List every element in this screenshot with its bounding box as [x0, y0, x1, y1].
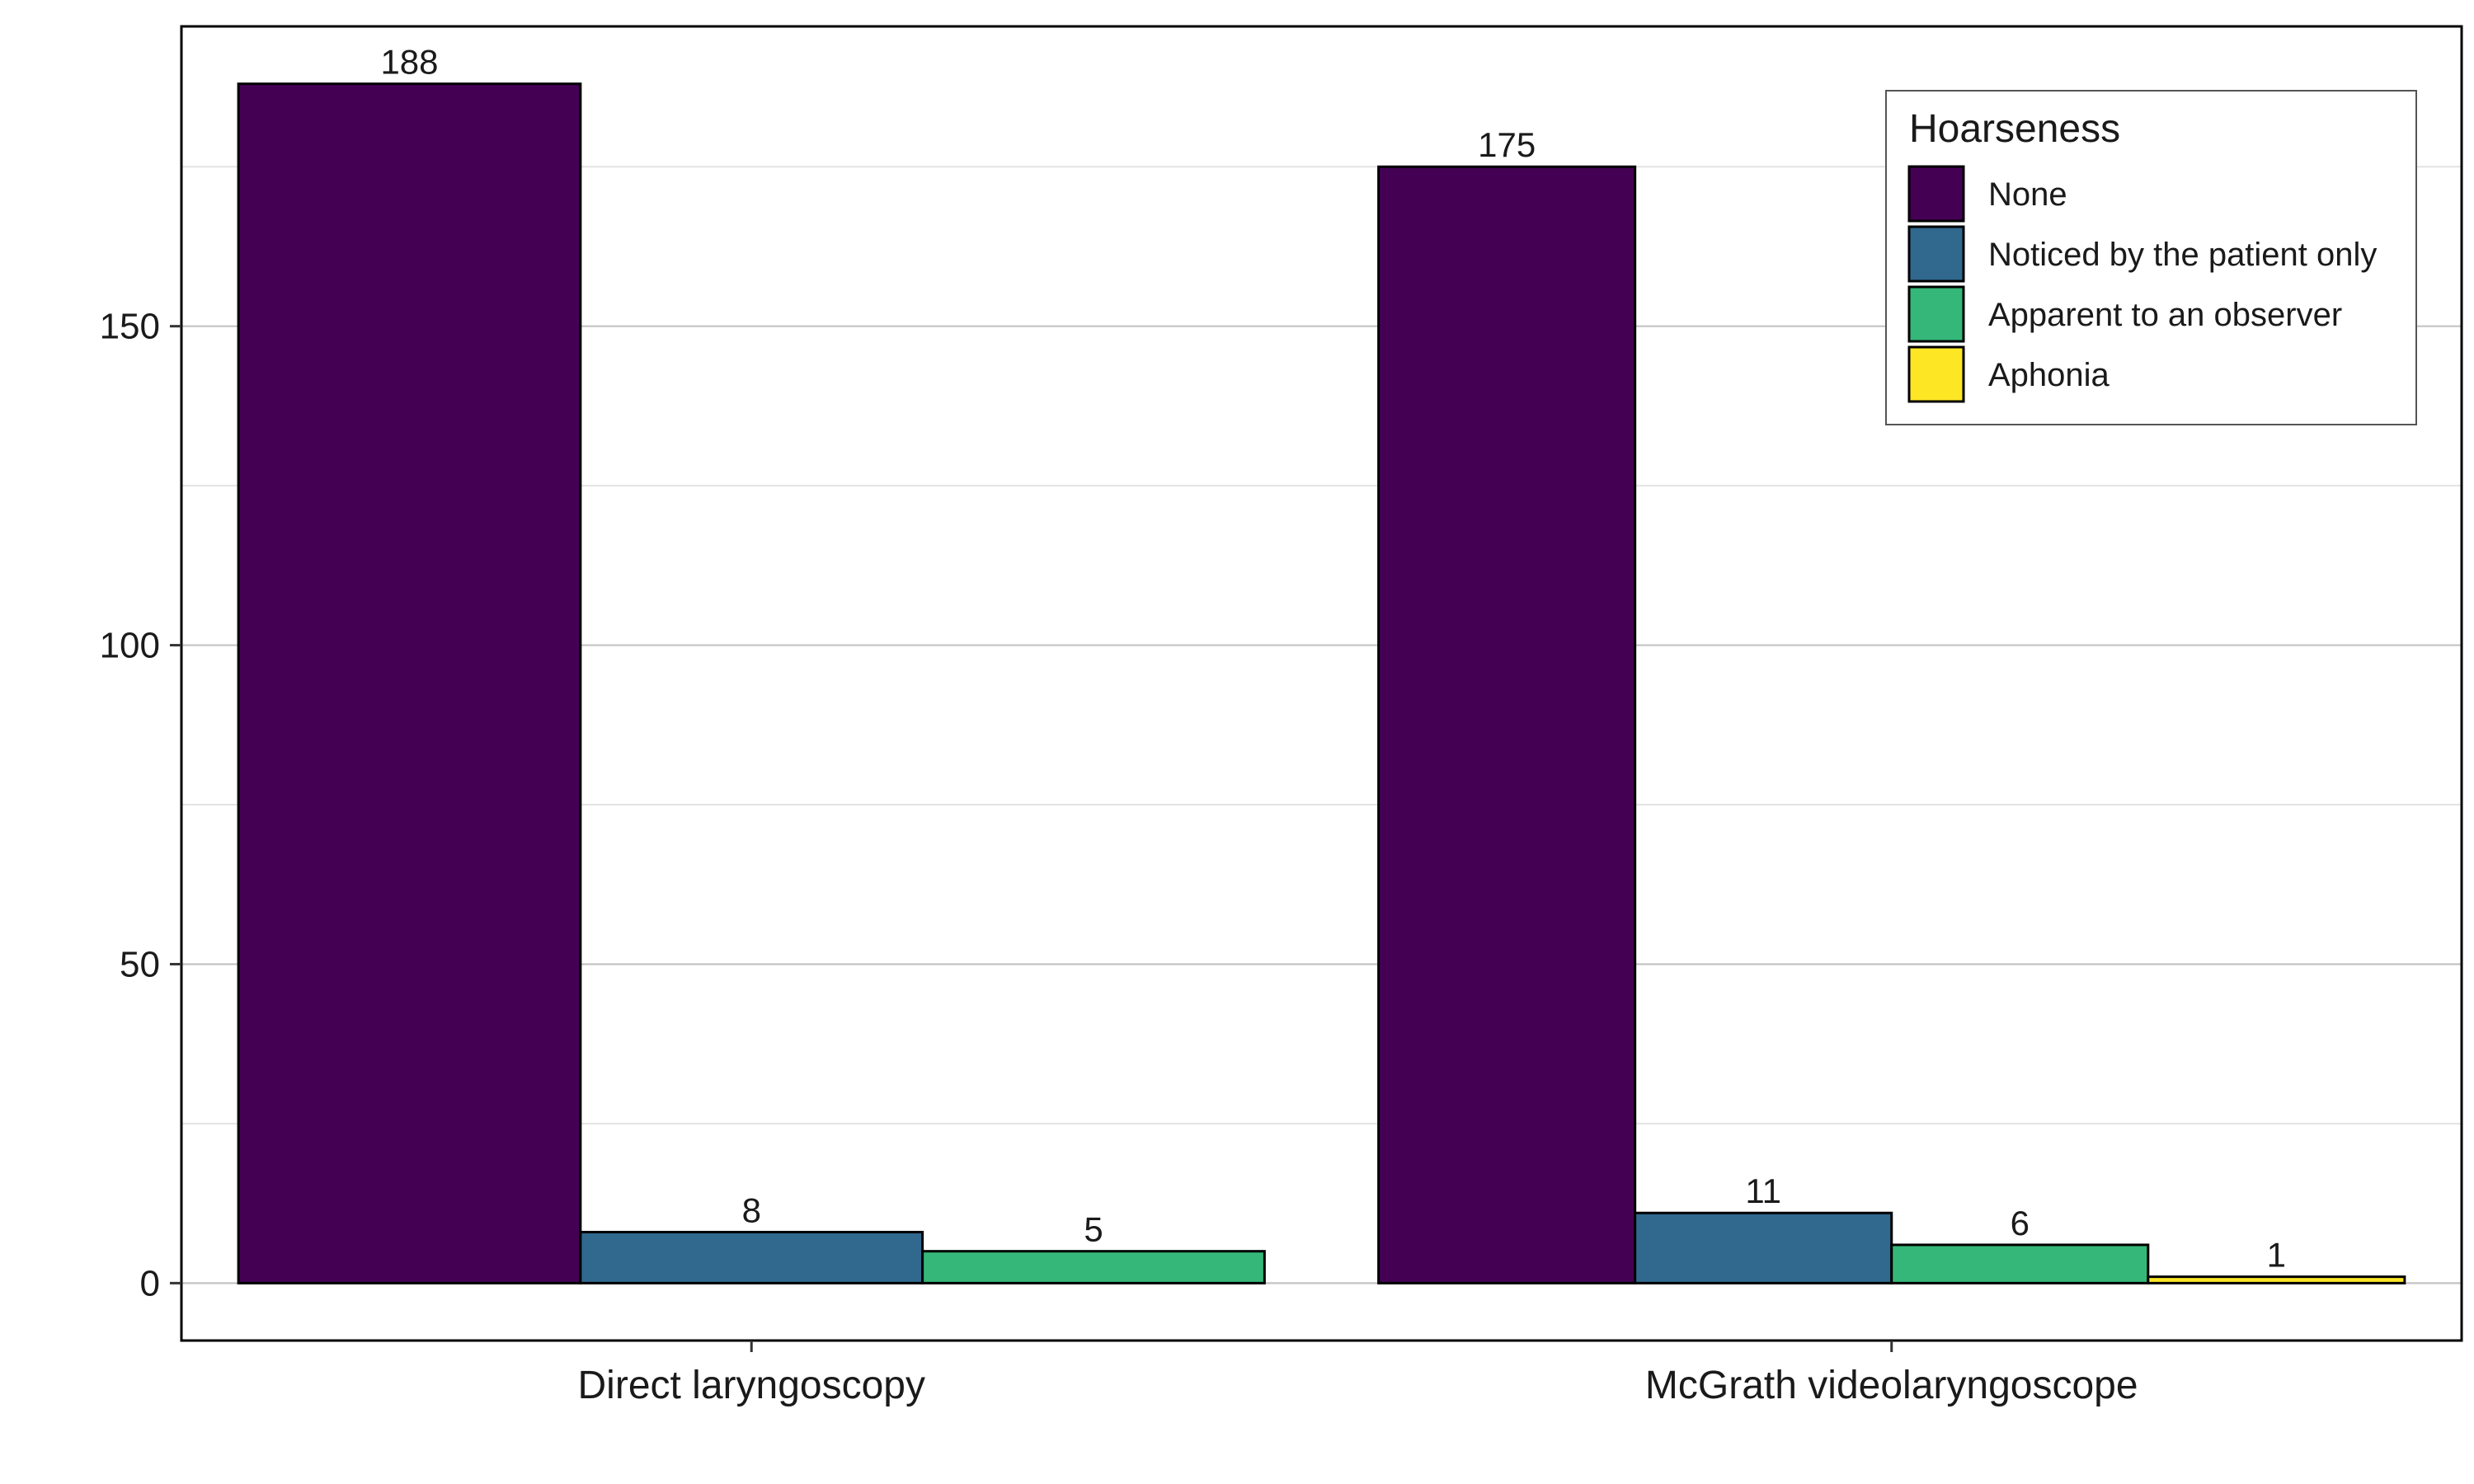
legend-key [1907, 165, 1965, 223]
legend: Hoarseness None Noticed by the patient onl… [1885, 90, 2417, 425]
data-label: 8 [742, 1190, 761, 1229]
y-tick-label: 150 [100, 307, 160, 347]
x-tick-label: McGrath videolaryngoscope [1645, 1364, 2138, 1407]
legend-key [1907, 225, 1965, 283]
bars [237, 82, 2406, 1284]
legend-key [1907, 345, 1965, 403]
data-label: 6 [2011, 1204, 2030, 1242]
y-tick-label: 50 [120, 944, 160, 984]
legend-label: Noticed by the patient only [1988, 237, 2377, 273]
x-axis: Direct laryngoscopy McGrath videolaryngos… [578, 1341, 2138, 1407]
bar [2147, 1275, 2406, 1284]
legend-label: Aphonia [1988, 357, 2110, 393]
data-labels: 188 8 5 175 11 6 1 [380, 43, 2286, 1275]
legend-title: Hoarseness [1909, 107, 2120, 151]
y-tick-label: 100 [100, 626, 160, 666]
bar [1890, 1243, 2150, 1284]
x-tick-label: Direct laryngoscopy [578, 1364, 926, 1407]
legend-key [1907, 285, 1965, 343]
bar [1634, 1211, 1893, 1284]
data-label: 5 [1084, 1210, 1103, 1249]
data-label: 1 [2267, 1236, 2286, 1275]
plot-panel [180, 25, 2463, 1342]
data-label: 11 [1745, 1172, 1781, 1210]
data-label: 188 [380, 43, 438, 82]
bar [237, 82, 582, 1284]
legend-box [1885, 90, 2417, 425]
bar [921, 1250, 1266, 1284]
bar [579, 1230, 924, 1284]
data-label: 175 [1478, 125, 1536, 164]
legend-label: Apparent to an observer [1988, 297, 2342, 333]
y-axis: 0 50 100 150 [100, 307, 181, 1303]
bar [1377, 165, 1637, 1284]
y-tick-label: 0 [140, 1263, 160, 1303]
legend-label: None [1988, 176, 2067, 213]
